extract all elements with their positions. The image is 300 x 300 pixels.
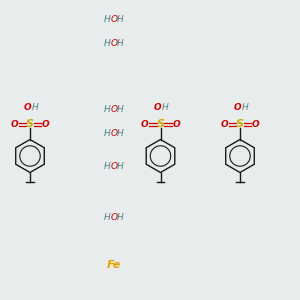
Text: O: O <box>172 120 180 129</box>
Text: Fe: Fe <box>107 260 121 271</box>
Text: O: O <box>110 105 118 114</box>
Text: O: O <box>42 120 50 129</box>
Text: O: O <box>220 120 228 129</box>
Text: H: H <box>104 105 111 114</box>
Text: H: H <box>32 103 38 112</box>
Text: S: S <box>157 119 164 130</box>
Text: H: H <box>162 103 169 112</box>
Text: O: O <box>11 120 18 129</box>
Text: H: H <box>117 39 124 48</box>
Text: H: H <box>117 15 124 24</box>
Text: H: H <box>104 213 111 222</box>
Text: H: H <box>104 39 111 48</box>
Text: H: H <box>117 105 124 114</box>
Text: S: S <box>236 119 244 130</box>
Text: H: H <box>117 213 124 222</box>
Text: H: H <box>104 162 111 171</box>
Text: O: O <box>110 39 118 48</box>
Text: H: H <box>242 103 248 112</box>
Text: H: H <box>104 15 111 24</box>
Text: O: O <box>110 129 118 138</box>
Text: O: O <box>110 213 118 222</box>
Text: O: O <box>252 120 260 129</box>
Text: O: O <box>23 103 31 112</box>
Text: H: H <box>117 162 124 171</box>
Text: O: O <box>110 162 118 171</box>
Text: O: O <box>233 103 241 112</box>
Text: O: O <box>110 15 118 24</box>
Text: O: O <box>141 120 149 129</box>
Text: S: S <box>26 119 34 130</box>
Text: H: H <box>104 129 111 138</box>
Text: H: H <box>117 129 124 138</box>
Text: O: O <box>154 103 161 112</box>
